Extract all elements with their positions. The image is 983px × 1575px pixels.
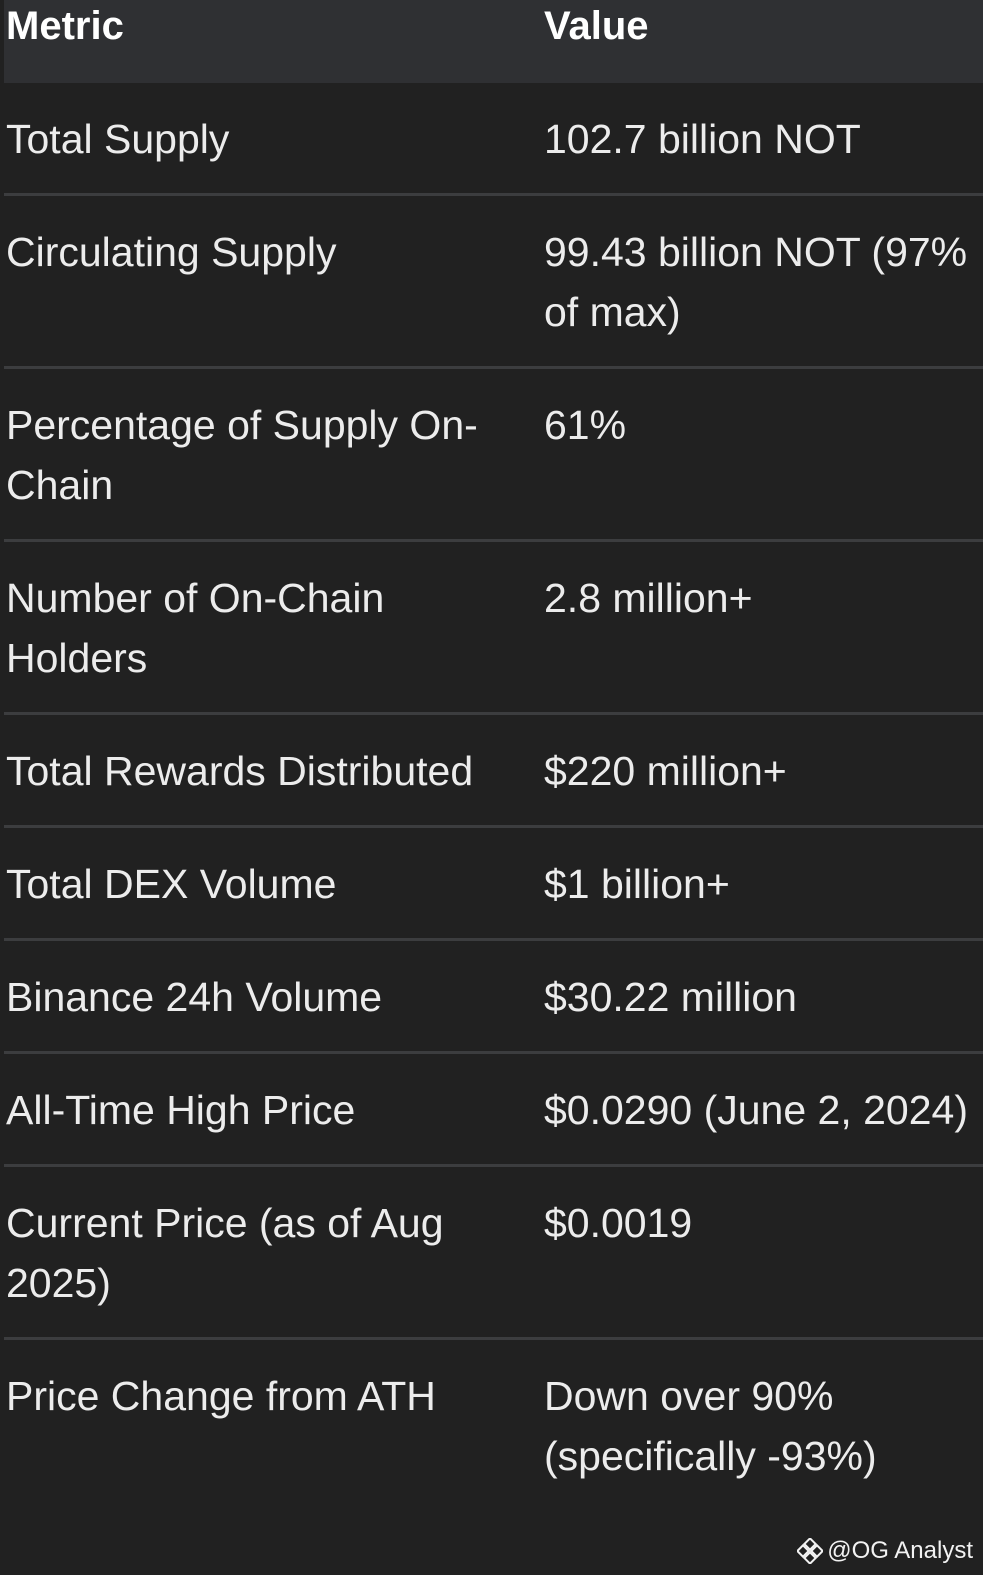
- table-row: Total DEX Volume $1 billion+: [4, 827, 983, 940]
- binance-logo-icon: [796, 1536, 825, 1566]
- table-row: Binance 24h Volume $30.22 million: [4, 940, 983, 1053]
- header-row: Metric Value: [4, 0, 983, 83]
- table-row: Price Change from ATH Down over 90% (spe…: [4, 1339, 983, 1511]
- metric-cell: Percentage of Supply On-Chain: [6, 402, 478, 508]
- metric-cell: Total Supply: [6, 116, 230, 162]
- table-row: All-Time High Price $0.0290 (June 2, 202…: [4, 1053, 983, 1166]
- value-cell: 99.43 billion NOT (97% of max): [544, 229, 968, 335]
- metric-cell: Binance 24h Volume: [6, 974, 383, 1020]
- metrics-table: Metric Value Total Supply 102.7 billion …: [4, 0, 983, 1510]
- metric-cell: Current Price (as of Aug 2025): [6, 1200, 444, 1306]
- watermark-text: @OG Analyst: [827, 1537, 973, 1564]
- table-row: Current Price (as of Aug 2025) $0.0019: [4, 1166, 983, 1339]
- metric-cell: Total Rewards Distributed: [6, 748, 474, 794]
- value-cell: $0.0290 (June 2, 2024): [544, 1087, 968, 1133]
- value-cell: $1 billion+: [544, 861, 730, 907]
- table-row: Circulating Supply 99.43 billion NOT (97…: [4, 195, 983, 368]
- value-cell: 2.8 million+: [544, 575, 753, 621]
- table-row: Total Rewards Distributed $220 million+: [4, 714, 983, 827]
- metric-cell: Circulating Supply: [6, 229, 337, 275]
- value-cell: $220 million+: [544, 748, 787, 794]
- table-row: Percentage of Supply On-Chain 61%: [4, 368, 983, 541]
- value-cell: $30.22 million: [544, 974, 797, 1020]
- metric-cell: Total DEX Volume: [6, 861, 337, 907]
- table-row: Number of On-Chain Holders 2.8 million+: [4, 541, 983, 714]
- value-cell: 102.7 billion NOT: [544, 116, 861, 162]
- metrics-table-container: Metric Value Total Supply 102.7 billion …: [4, 0, 983, 1510]
- header-value: Value: [544, 4, 649, 48]
- table-body: Total Supply 102.7 billion NOT Circulati…: [4, 83, 983, 1510]
- table-row: Total Supply 102.7 billion NOT: [4, 83, 983, 195]
- value-cell: Down over 90% (specifically -93%): [544, 1373, 877, 1479]
- value-cell: $0.0019: [544, 1200, 693, 1246]
- table-header: Metric Value: [4, 0, 983, 83]
- watermark: @OG Analyst: [796, 1536, 973, 1566]
- header-metric: Metric: [6, 4, 124, 48]
- metric-cell: All-Time High Price: [6, 1087, 356, 1133]
- metric-cell: Number of On-Chain Holders: [6, 575, 385, 681]
- metric-cell: Price Change from ATH: [6, 1373, 436, 1419]
- value-cell: 61%: [544, 402, 627, 448]
